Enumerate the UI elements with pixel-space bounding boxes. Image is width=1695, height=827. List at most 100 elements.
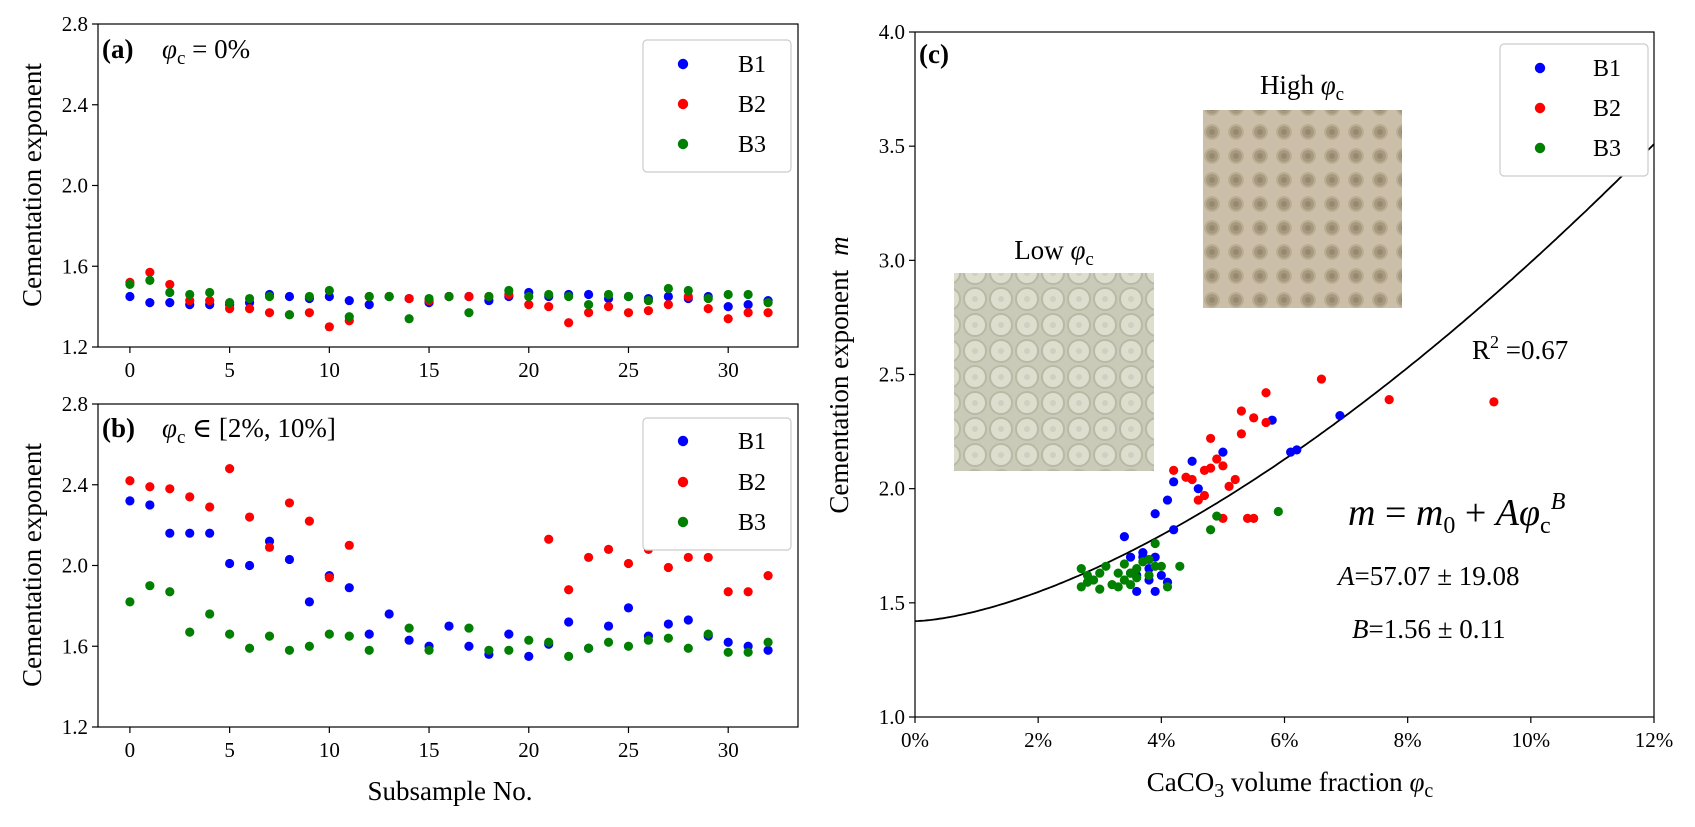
data-point-b1 xyxy=(225,558,235,569)
x-tick-label: 0% xyxy=(901,728,929,752)
data-point-b1 xyxy=(663,291,673,302)
data-point-b2 xyxy=(1384,395,1394,405)
data-point-b2 xyxy=(643,306,654,316)
data-point-b2 xyxy=(723,314,733,324)
data-point-b3 xyxy=(1113,568,1123,578)
data-point-b1 xyxy=(603,621,614,631)
data-point-b2 xyxy=(603,302,614,312)
data-point-b3 xyxy=(225,297,235,308)
data-point-b2 xyxy=(344,540,354,550)
data-point-b3 xyxy=(1150,538,1160,549)
data-point-b3 xyxy=(424,293,434,304)
data-point-b1 xyxy=(1292,445,1302,455)
data-point-b3 xyxy=(683,285,693,296)
data-point-b3 xyxy=(264,291,275,302)
data-point-b2 xyxy=(663,300,673,310)
data-point-b3 xyxy=(484,645,494,655)
data-point-b1 xyxy=(663,619,673,629)
data-point-b2 xyxy=(1206,463,1216,473)
data-point-b3 xyxy=(1132,563,1142,574)
inset-low: Low φc xyxy=(954,235,1154,471)
data-point-b3 xyxy=(125,597,135,607)
data-point-b1 xyxy=(1169,477,1179,487)
data-point-b1 xyxy=(205,528,215,538)
legend-marker-b2-a xyxy=(677,98,689,110)
x-tick-label: 0 xyxy=(125,358,136,382)
data-point-b2 xyxy=(524,300,534,310)
data-point-b1 xyxy=(1138,548,1148,558)
x-tick-label: 0 xyxy=(125,738,136,762)
data-point-b3 xyxy=(743,289,753,300)
x-tick-label: 30 xyxy=(718,738,739,762)
data-marks-a xyxy=(125,267,773,332)
data-point-b1 xyxy=(1150,509,1160,519)
y-tick-label: 1.0 xyxy=(879,705,905,729)
y-tick-label: 3.5 xyxy=(879,134,905,158)
y-tick-label: 2.0 xyxy=(62,554,88,578)
data-point-b3 xyxy=(1156,561,1166,571)
data-point-b2 xyxy=(205,502,215,512)
data-point-b2 xyxy=(603,544,614,554)
data-point-b1 xyxy=(284,554,295,565)
data-point-b2 xyxy=(145,267,155,277)
legend-marker-b2-b xyxy=(677,476,689,488)
legend-box-b xyxy=(642,417,792,551)
ylabel-c: Cementation exponentm xyxy=(824,236,854,513)
data-point-b2 xyxy=(244,304,255,314)
data-point-b3 xyxy=(464,623,474,633)
data-point-b3 xyxy=(623,291,634,302)
data-point-b3 xyxy=(404,623,414,633)
data-point-b3 xyxy=(1144,570,1154,581)
data-point-b1 xyxy=(344,295,354,306)
data-point-b2 xyxy=(1249,513,1259,523)
y-tick-label: 1.2 xyxy=(62,715,88,739)
data-point-b3 xyxy=(564,291,574,302)
x-tick-label: 20 xyxy=(518,738,539,762)
data-point-b3 xyxy=(643,635,654,645)
data-point-b1 xyxy=(524,651,534,661)
data-point-b2 xyxy=(225,464,235,474)
data-point-b2 xyxy=(564,318,574,328)
data-point-b3 xyxy=(763,637,773,647)
ticks-a: 0 5 10 15 20 25 30 1.2 1.6 2.0 2.4 2.8 xyxy=(62,12,739,382)
data-point-b1 xyxy=(723,637,733,647)
data-point-b3 xyxy=(185,289,195,300)
x-tick-label: 10 xyxy=(319,358,340,382)
y-tick-label: 1.6 xyxy=(62,254,88,278)
data-point-b1 xyxy=(185,528,195,538)
data-point-b1 xyxy=(244,560,255,571)
data-point-b3 xyxy=(1206,525,1216,535)
data-point-b3 xyxy=(703,629,713,639)
data-point-b3 xyxy=(544,289,554,300)
data-point-b3 xyxy=(603,289,614,300)
data-point-b1 xyxy=(723,302,733,312)
inset-high: High φc xyxy=(1203,70,1402,308)
data-point-b3 xyxy=(165,287,175,298)
x-tick-label: 15 xyxy=(419,358,440,382)
y-tick-label: 1.2 xyxy=(62,335,88,359)
x-tick-label: 2% xyxy=(1024,728,1052,752)
data-point-b3 xyxy=(1132,573,1142,583)
data-point-b3 xyxy=(1088,575,1099,585)
data-point-b2 xyxy=(165,484,175,494)
data-point-b1 xyxy=(404,635,414,645)
data-point-b3 xyxy=(583,643,594,653)
data-point-b3 xyxy=(623,641,634,651)
xlabel-c: CaCO3 volume fraction φc xyxy=(1147,767,1434,802)
fit-curve xyxy=(914,143,1655,622)
legend-label-b1-c: B1 xyxy=(1593,56,1621,82)
ticks-b: 0 5 10 15 20 25 30 1.2 1.6 2.0 2.4 2.8 xyxy=(62,392,739,762)
fit-parameter-b: B=1.56 ± 0.11 xyxy=(1352,614,1506,644)
data-point-b1 xyxy=(284,291,295,302)
x-tick-label: 25 xyxy=(618,738,639,762)
data-point-b2 xyxy=(1236,406,1246,416)
data-point-b3 xyxy=(1162,582,1173,592)
legend-marker-b3-c xyxy=(1534,142,1546,154)
legend-marker-b1-a xyxy=(677,58,689,70)
data-point-b3 xyxy=(145,581,155,591)
legend-b: B1 B2 B3 xyxy=(642,417,792,551)
data-point-b3 xyxy=(1101,561,1111,571)
panel-label-c: (c) xyxy=(919,39,949,69)
data-point-b3 xyxy=(364,291,374,302)
data-point-b1 xyxy=(384,609,394,619)
